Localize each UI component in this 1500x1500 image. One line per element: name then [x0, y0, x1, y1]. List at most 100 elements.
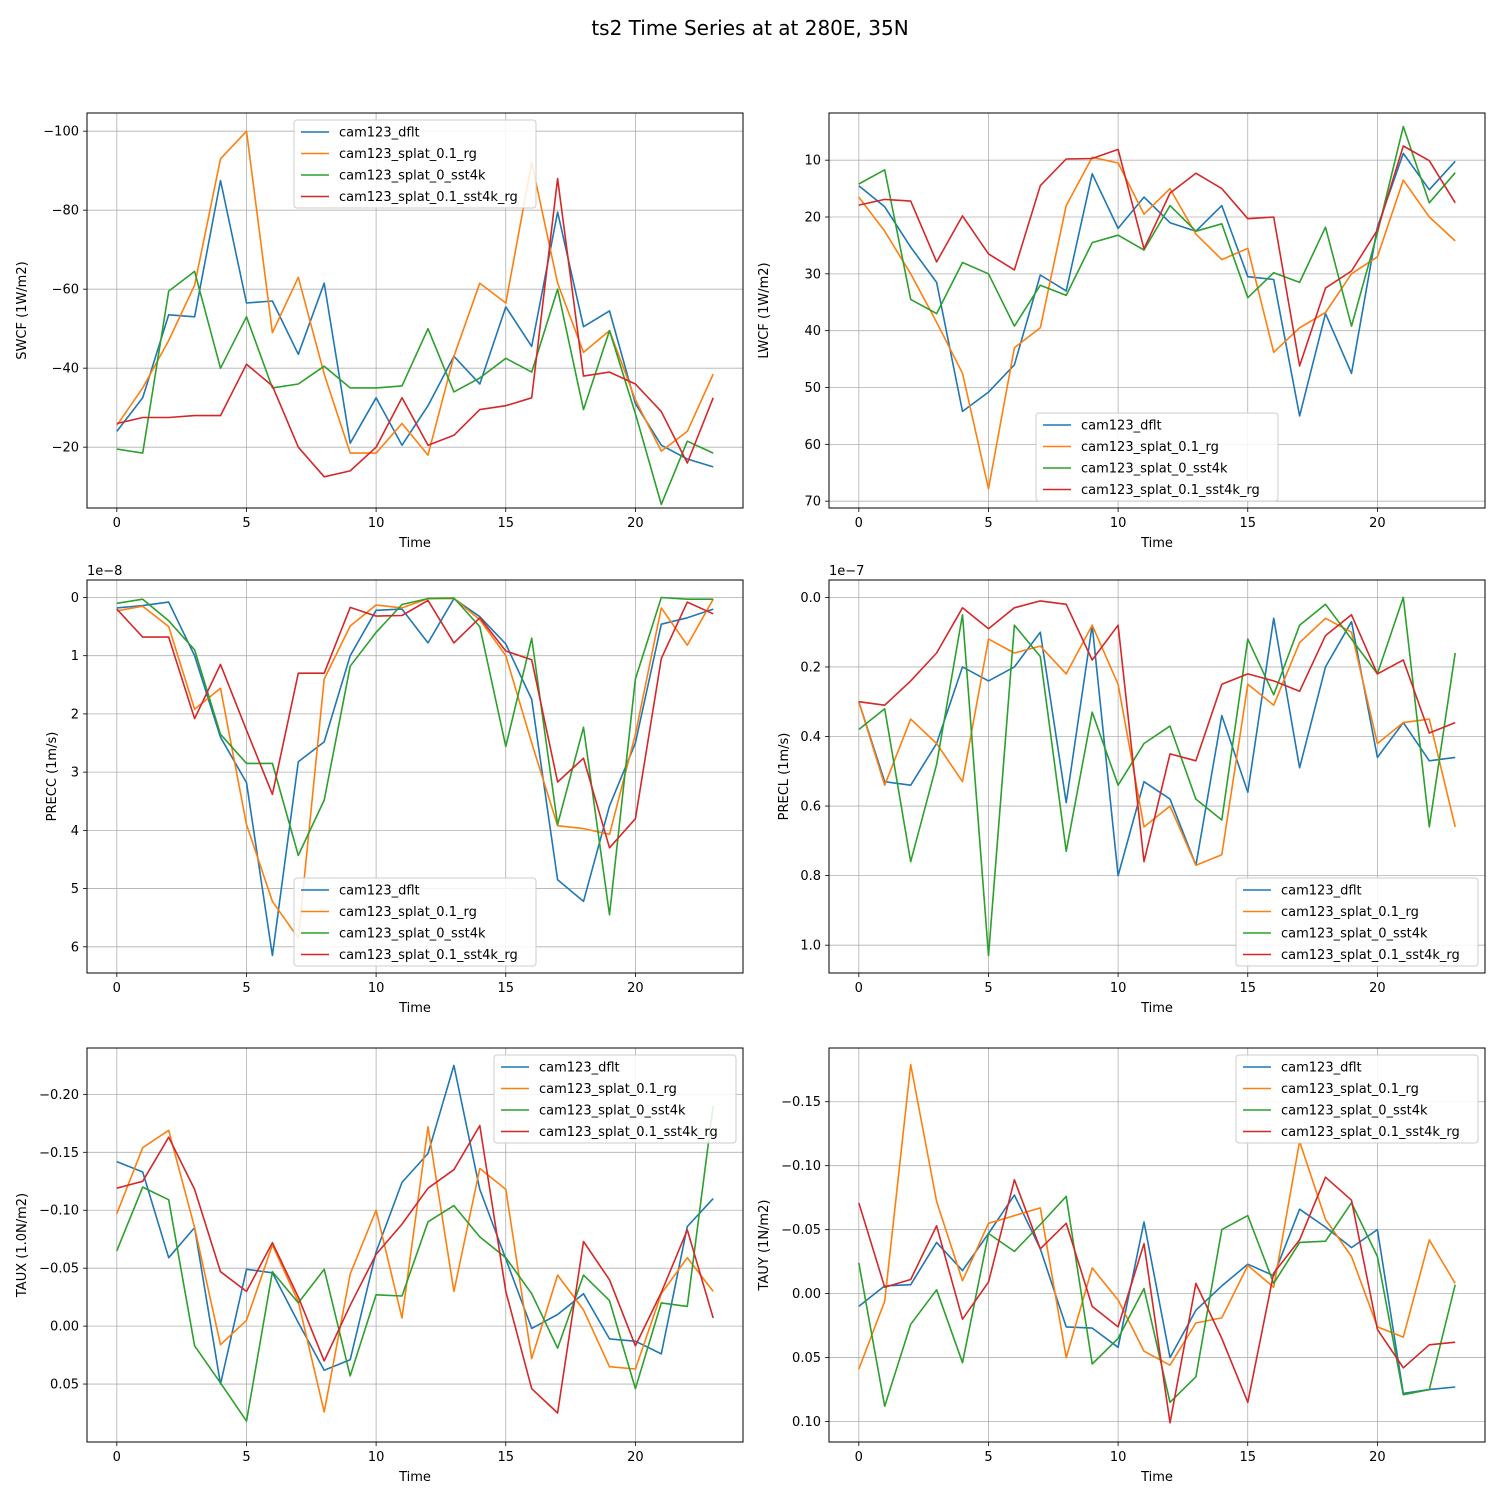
legend-label: cam123_splat_0_sst4k [1281, 927, 1428, 942]
legend-label: cam123_splat_0.1_sst4k_rg [539, 1125, 718, 1140]
x-tick-label: 20 [627, 516, 644, 531]
x-tick-label: 0 [113, 981, 121, 996]
y-tick-label: 1 [71, 649, 79, 664]
series-line-cam123_splat_0.1_sst4k_rg [858, 600, 1456, 863]
subplot-5: 0 5 10 15 20 −0.20 −0.15 −0.10 −0.05 0.00 0.05 Time… [15, 1047, 744, 1485]
y-tick-label: 0.0 [800, 591, 821, 606]
y-tick-label: 0.00 [50, 1320, 79, 1335]
legend-label: cam123_splat_0.1_sst4k_rg [1081, 483, 1260, 498]
y-tick-label: 0 [71, 591, 79, 606]
x-tick-label: 10 [368, 981, 385, 996]
series-line-cam123_splat_0_sst4k [858, 125, 1456, 327]
series-line-cam123_splat_0.1_rg [116, 1126, 714, 1413]
legend-box [1235, 877, 1479, 967]
series-line-cam123_splat_0.1_rg [116, 597, 714, 939]
legend-label: cam123_splat_0_sst4k [1081, 462, 1228, 477]
legend-label: cam123_splat_0_sst4k [1281, 1104, 1428, 1119]
y-tick-label: −100 [43, 125, 79, 140]
legend-label: cam123_dflt [1281, 1061, 1362, 1076]
x-tick-label: 15 [497, 1450, 514, 1465]
y-tick-label: 20 [804, 211, 821, 226]
axes-frame [86, 579, 744, 974]
x-tick-label: 0 [855, 1450, 863, 1465]
x-tick-label: 15 [1239, 1450, 1256, 1465]
legend-box [293, 877, 537, 967]
x-axis-label: Time [1140, 1470, 1173, 1485]
x-tick-label: 0 [113, 516, 121, 531]
legend: cam123_dflt cam123_splat_0.1_rg cam123_spl… [1235, 1054, 1479, 1144]
y-tick-label: 70 [804, 495, 821, 510]
x-tick-label: 0 [113, 1450, 121, 1465]
legend-label: cam123_splat_0.1_rg [1281, 1082, 1419, 1097]
y-tick-label: 0.8 [800, 869, 821, 884]
x-tick-label: 20 [627, 981, 644, 996]
y-axis-label: TAUX (1.0N/m2) [15, 1193, 30, 1298]
series-line-cam123_dflt [116, 1064, 714, 1385]
x-tick-label: 5 [984, 981, 992, 996]
legend-label: cam123_dflt [1081, 419, 1162, 434]
y-tick-label: 30 [804, 267, 821, 282]
series-line-cam123_splat_0_sst4k [858, 596, 1456, 957]
y-tick-label: −20 [52, 441, 79, 456]
y-tick-label: 0.6 [800, 800, 821, 815]
series-line-cam123_splat_0.1_sst4k_rg [116, 177, 714, 478]
axes-frame [86, 1047, 744, 1443]
x-tick-label: 5 [242, 516, 250, 531]
axes-frame [828, 579, 1486, 974]
x-tick-label: 5 [242, 1450, 250, 1465]
x-axis-label: Time [1140, 1001, 1173, 1016]
x-tick-label: 10 [368, 516, 385, 531]
y-tick-label: 0.05 [50, 1378, 79, 1393]
x-tick-label: 5 [984, 516, 992, 531]
legend-box [1235, 1054, 1479, 1144]
series-line-cam123_dflt [116, 179, 714, 468]
x-axis-label: Time [398, 536, 431, 551]
x-axis-label: Time [1140, 536, 1173, 551]
legend-box [293, 119, 537, 209]
x-tick-label: 10 [1110, 1450, 1127, 1465]
y-tick-label: −0.05 [781, 1223, 821, 1238]
axes-frame [828, 1047, 1486, 1443]
x-tick-label: 15 [1239, 516, 1256, 531]
legend-box [493, 1054, 737, 1144]
y-tick-label: 0.10 [792, 1415, 821, 1430]
y-tick-label: 1.0 [800, 939, 821, 954]
x-axis-label: Time [398, 1001, 431, 1016]
legend-label: cam123_splat_0.1_rg [539, 1082, 677, 1097]
y-axis-label: PRECC (1m/s) [45, 732, 60, 822]
y-tick-label: 0.2 [800, 660, 821, 675]
y-tick-label: 6 [71, 940, 79, 955]
y-tick-label: 5 [71, 882, 79, 897]
y-tick-label: −0.05 [39, 1262, 79, 1277]
legend-label: cam123_splat_0.1_rg [1281, 905, 1419, 920]
figure-title: ts2 Time Series at at 280E, 35N [591, 16, 909, 40]
y-tick-label: −0.15 [39, 1146, 79, 1161]
y-tick-label: 2 [71, 707, 79, 722]
subplot-3: 0 5 10 15 20 0 1 2 3 4 5 6 Time PRECC (1m/s) 1e−8 cam12… [45, 564, 744, 1016]
legend-label: cam123_splat_0_sst4k [539, 1104, 686, 1119]
legend: cam123_dflt cam123_splat_0.1_rg cam123_spl… [1235, 877, 1479, 967]
y-tick-label: −0.10 [39, 1204, 79, 1219]
series-line-cam123_splat_0.1_rg [858, 617, 1456, 867]
y-tick-label: 0.00 [792, 1287, 821, 1302]
series-line-cam123_splat_0_sst4k [116, 270, 714, 506]
legend: cam123_dflt cam123_splat_0.1_rg cam123_spl… [493, 1054, 737, 1144]
series-line-cam123_splat_0.1_sst4k_rg [858, 145, 1456, 367]
legend-label: cam123_splat_0.1_rg [339, 905, 477, 920]
legend-label: cam123_splat_0.1_sst4k_rg [1281, 1125, 1460, 1140]
y-offset-label: 1e−8 [87, 564, 122, 579]
y-tick-label: −0.10 [781, 1159, 821, 1174]
x-tick-label: 0 [855, 981, 863, 996]
legend-label: cam123_dflt [1281, 884, 1362, 899]
legend-box [1035, 412, 1279, 502]
series-line-cam123_splat_0.1_sst4k_rg [858, 1176, 1456, 1424]
x-tick-label: 15 [497, 981, 514, 996]
y-tick-label: 0.05 [792, 1351, 821, 1366]
subplot-4: 0 5 10 15 20 0.0 0.2 0.4 0.6 0.8 1.0 Time PRECL (1m/… [777, 564, 1486, 1016]
legend: cam123_dflt cam123_splat_0.1_rg cam123_spl… [293, 877, 537, 967]
legend: cam123_dflt cam123_splat_0.1_rg cam123_spl… [1035, 412, 1279, 502]
series-line-cam123_dflt [858, 152, 1456, 417]
y-axis-label: SWCF (1W/m2) [15, 261, 30, 359]
y-tick-label: −80 [52, 204, 79, 219]
subplot-1: 0 5 10 15 20 −100 −80 −60 −40 −20 Time SWCF (1W/m2)… [15, 112, 744, 551]
